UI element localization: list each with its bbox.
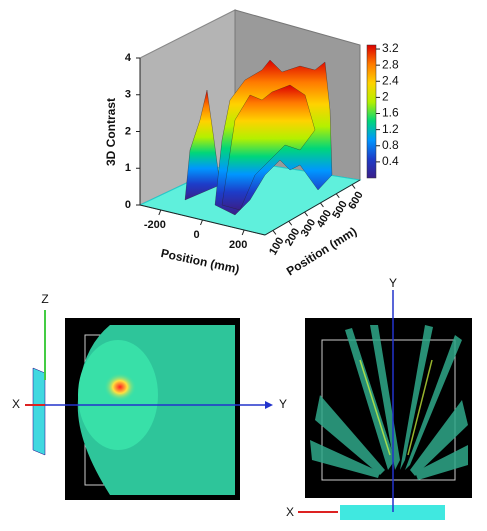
colorbar-tick-label: 2.8 [382,57,399,71]
x-tick-label: 0 [193,229,199,241]
y-tick [305,212,308,216]
colorbar-tick-label: 3.2 [382,41,399,55]
y-tick-label: 100 [267,235,287,257]
colorbar-tick-label: 0.4 [382,154,399,168]
z-tick-label: 1 [125,162,131,174]
colorbar-tick-label: 1.6 [382,106,399,120]
axis-label: Y [389,276,397,290]
z-tick-label: 4 [125,52,132,64]
y-tick-label: 200 [283,226,303,248]
colorbar-tick-label: 0.8 [382,138,399,152]
y-tick [352,185,355,189]
y-tick [273,230,276,234]
x-tick-label: -200 [144,219,166,231]
x-tick [201,220,203,225]
y-tick-label: 600 [346,190,366,212]
y-tick [336,194,339,198]
z-tick-label: 2 [125,125,131,137]
axis-label: X [286,505,294,519]
colorbar-tick-label: 2 [382,90,389,104]
z-tick-label: 0 [125,199,131,211]
y-tick-label: 400 [315,208,335,230]
figure: 3D Contrast Position (mm) Position (mm) … [0,0,487,531]
axis-label: Z [41,292,48,306]
colorbar [367,45,376,178]
x-tick-label: 200 [229,239,247,251]
z-axis-label: 3D Contrast [104,98,118,166]
colorbar-tick-label: 1.2 [382,122,399,136]
y-tick-label: 500 [330,199,350,221]
x-tick [159,210,161,215]
colorbar-tick-label: 2.4 [382,73,399,87]
y-tick [289,221,292,225]
axis-label: Y [279,397,287,411]
axis-label: X [12,397,20,411]
z-tick-label: 3 [125,89,131,101]
x-tick [242,230,244,235]
y-tick [320,203,323,207]
y-tick-label: 300 [299,217,319,239]
